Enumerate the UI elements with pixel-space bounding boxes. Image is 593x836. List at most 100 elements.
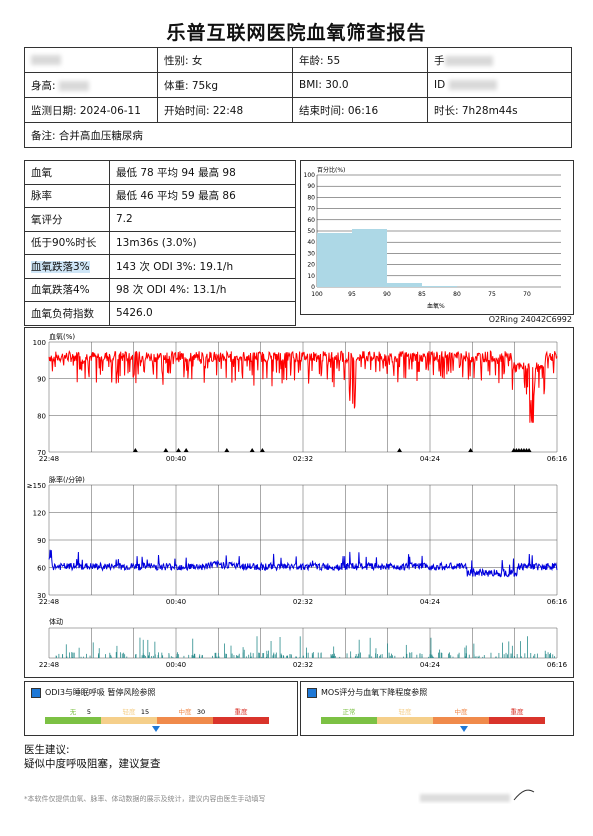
desaturation-marker-icon <box>259 448 265 452</box>
histogram-ytick: 10 <box>307 273 315 280</box>
histogram-bar-95-100 <box>317 233 352 287</box>
histogram-xlabel: 血氧% <box>427 302 445 310</box>
time-tick-label: 22:48 <box>39 598 59 606</box>
pulse-ytick: 60 <box>37 565 46 573</box>
histogram-ytick: 40 <box>307 239 315 246</box>
stat-label: 脉率 <box>24 183 110 208</box>
mos-indicator-triangle-icon <box>460 726 468 732</box>
time-tick-label: 02:32 <box>293 598 313 606</box>
redacted-phone <box>444 55 493 66</box>
id-cell: ID <box>427 72 572 98</box>
gender-cell: 性别: 女 <box>157 47 293 73</box>
pulse-trace <box>48 549 558 578</box>
time-tick-label: 02:32 <box>293 455 313 463</box>
histogram-ytick: 80 <box>307 194 315 201</box>
histogram-ytick: 70 <box>307 206 315 213</box>
stat-label: 血氧跌落4% <box>24 277 110 302</box>
risk-segment <box>157 717 213 724</box>
mos-legend-title: MOS评分与血氧下降程度参照 <box>321 688 428 697</box>
spo2-chart-label: 血氧(%) <box>49 332 75 341</box>
time-tick-label: 04:24 <box>420 661 441 669</box>
motion-chart-label: 体动 <box>49 617 63 626</box>
desaturation-marker-icon <box>163 448 169 452</box>
stat-value: 13m36s (3.0%) <box>109 230 296 255</box>
desaturation-marker-icon <box>132 448 138 452</box>
time-tick-label: 02:32 <box>293 661 313 669</box>
histogram-ytick: 20 <box>307 262 315 269</box>
stat-label: 血氧跌落3% <box>24 254 110 279</box>
desaturation-marker-icon <box>176 448 182 452</box>
device-id: O2Ring 24042C6992 <box>488 315 572 324</box>
stat-value: 143 次 ODI 3%: 19.1/h <box>109 254 296 279</box>
risk-segment <box>45 717 101 724</box>
risk-segment-label: 中度 <box>455 707 469 716</box>
time-tick-label: 00:40 <box>166 598 186 606</box>
risk-segment <box>377 717 433 724</box>
start-cell: 开始时间: 22:48 <box>157 97 293 123</box>
mos-legend: MOS评分与血氧下降程度参照 正常 轻度 中度 重度 <box>300 681 574 736</box>
time-tick-label: 06:16 <box>547 598 568 606</box>
risk-segment <box>101 717 157 724</box>
stat-label: 氧评分 <box>24 207 110 232</box>
time-tick-label: 00:40 <box>166 455 186 463</box>
histogram-bar-90-95 <box>352 229 387 287</box>
histogram-ytick: 30 <box>307 250 315 257</box>
spo2-ytick: 70 <box>37 449 46 457</box>
risk-segment <box>321 717 377 724</box>
histogram-xtick: 70 <box>523 291 531 298</box>
stat-value: 最低 78 平均 94 最高 98 <box>109 160 296 185</box>
histogram-ytick: 90 <box>307 183 315 190</box>
risk-segment <box>433 717 489 724</box>
risk-segment-label: 无 <box>70 708 77 716</box>
time-tick-label: 04:24 <box>420 598 441 606</box>
age-cell: 年龄: 55 <box>292 47 428 73</box>
risk-threshold-label: 5 <box>87 708 91 716</box>
advice-heading: 医生建议: <box>24 744 70 756</box>
desaturation-marker-icon <box>468 448 474 452</box>
pulse-ytick: 30 <box>37 592 46 600</box>
trend-charts: 血氧(%) 100 90 80 70 22:48 00:40 02:32 04:24 06:1… <box>24 327 574 678</box>
patient-info-table: 性别: 女 年龄: 55 手 身高: 体重: 75kg BMI: 30.0 ID… <box>24 47 572 148</box>
stat-value: 7.2 <box>109 207 296 232</box>
time-tick-label: 00:40 <box>166 661 186 669</box>
bmi-cell: BMI: 30.0 <box>292 72 428 98</box>
stat-label: 低于90%时长 <box>24 230 110 255</box>
desaturation-marker-icon <box>183 448 189 452</box>
desaturation-marker-icon <box>526 448 532 452</box>
odi-indicator-triangle-icon <box>152 726 160 732</box>
advice-text: 疑似中度呼吸阻塞，建议复查 <box>24 758 161 770</box>
pulse-ytick: ≥150 <box>27 482 46 490</box>
histogram-ytick: 0 <box>311 284 315 291</box>
redacted-id <box>448 80 497 90</box>
odi-legend: ODI3与睡眠呼吸 暂停风险参照 无 轻度 中度 重度 5 15 30 <box>24 681 298 736</box>
date-cell: 监测日期: 2024-06-11 <box>24 97 158 123</box>
time-tick-label: 04:24 <box>420 455 441 463</box>
spo2-ytick: 80 <box>37 412 46 420</box>
stat-label: 血氧 <box>24 160 110 185</box>
risk-segment-label: 正常 <box>343 707 356 716</box>
risk-segment-label: 轻度 <box>399 707 413 716</box>
histogram-bar-80-85 <box>422 286 457 287</box>
redacted-height <box>58 80 89 91</box>
risk-segment-label: 轻度 <box>123 707 137 716</box>
stat-value: 最低 46 平均 59 最高 86 <box>109 183 296 208</box>
height-cell: 身高: <box>24 72 158 98</box>
time-tick-label: 06:16 <box>547 661 568 669</box>
time-tick-label: 22:48 <box>39 661 59 669</box>
histogram-xtick: 90 <box>383 291 391 298</box>
histogram-xtick: 80 <box>453 291 461 298</box>
legend-square-icon <box>31 687 41 698</box>
risk-segment <box>489 717 545 724</box>
time-tick-label: 22:48 <box>39 455 59 463</box>
footnote: *本软件仅提供血氧、脉率、体动数据的展示及统计，建议内容由医生手动填写 <box>24 795 266 803</box>
desaturation-marker-icon <box>249 448 255 452</box>
note-cell: 备注: 合并高血压糖尿病 <box>24 122 572 148</box>
stat-value: 5426.0 <box>109 301 296 326</box>
histogram-xtick: 100 <box>311 291 323 298</box>
spo2-histogram: 百分比(%) 100 90 80 70 60 50 40 30 20 10 0 100 95 90 85 8… <box>300 160 574 315</box>
pulse-ytick: 90 <box>37 537 46 545</box>
risk-threshold-label: 15 <box>141 708 149 716</box>
pulse-ytick: 120 <box>33 510 46 518</box>
stats-table: 血氧 最低 78 平均 94 最高 98 脉率 最低 46 平均 59 最高 86 … <box>24 160 296 326</box>
histogram-bar-85-90 <box>387 283 422 287</box>
